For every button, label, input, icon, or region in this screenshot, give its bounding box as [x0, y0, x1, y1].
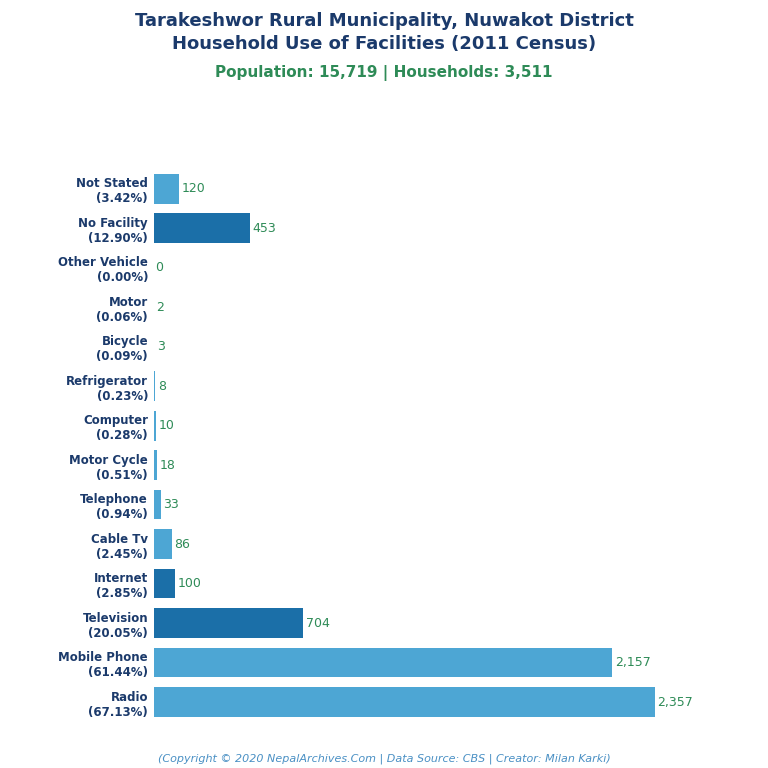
Bar	[154, 174, 179, 204]
Text: 33: 33	[163, 498, 179, 511]
Text: 120: 120	[182, 182, 205, 195]
Text: 0: 0	[155, 261, 164, 274]
Bar	[154, 569, 175, 598]
Bar	[154, 529, 172, 559]
Text: 2,157: 2,157	[615, 656, 650, 669]
Bar	[154, 214, 250, 243]
Bar	[154, 450, 157, 480]
Text: (Copyright © 2020 NepalArchives.Com | Data Source: CBS | Creator: Milan Karki): (Copyright © 2020 NepalArchives.Com | Da…	[157, 753, 611, 764]
Text: Household Use of Facilities (2011 Census): Household Use of Facilities (2011 Census…	[172, 35, 596, 52]
Text: 10: 10	[158, 419, 174, 432]
Text: 3: 3	[157, 340, 164, 353]
Text: 704: 704	[306, 617, 329, 630]
Text: 2: 2	[157, 301, 164, 313]
Text: 86: 86	[174, 538, 190, 551]
Bar	[154, 372, 155, 401]
Bar	[154, 411, 156, 441]
Bar	[154, 648, 612, 677]
Text: 2,357: 2,357	[657, 696, 694, 709]
Text: 8: 8	[158, 379, 166, 392]
Text: 453: 453	[253, 222, 276, 235]
Text: 100: 100	[177, 578, 201, 590]
Text: Population: 15,719 | Households: 3,511: Population: 15,719 | Households: 3,511	[215, 65, 553, 81]
Bar	[154, 490, 161, 519]
Bar	[154, 608, 303, 638]
Text: 18: 18	[160, 458, 176, 472]
Bar	[154, 687, 655, 717]
Text: Tarakeshwor Rural Municipality, Nuwakot District: Tarakeshwor Rural Municipality, Nuwakot …	[134, 12, 634, 29]
